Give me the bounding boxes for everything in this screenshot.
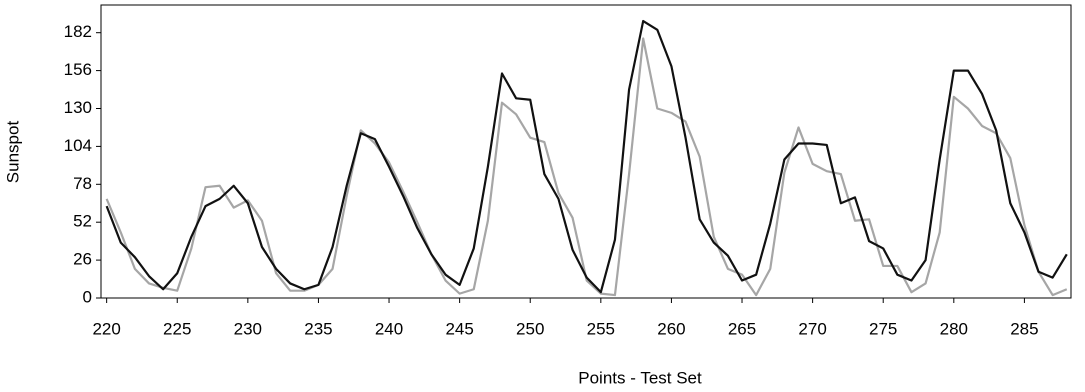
y-tick-label: 130: [64, 98, 92, 117]
y-tick-label: 52: [73, 212, 92, 231]
y-tick-label: 182: [64, 22, 92, 41]
x-tick-label: 230: [234, 319, 262, 338]
y-axis-label: Sunspot: [3, 121, 22, 184]
x-tick-label: 260: [657, 319, 685, 338]
x-tick-label: 235: [304, 319, 332, 338]
y-tick-label: 78: [73, 174, 92, 193]
y-tick-label: 104: [64, 136, 92, 155]
x-tick-label: 245: [445, 319, 473, 338]
y-tick-label: 156: [64, 60, 92, 79]
x-tick-label: 265: [728, 319, 756, 338]
x-tick-label: 275: [869, 319, 897, 338]
series-line: [105, 37, 1068, 297]
x-axis-label: Points - Test Set: [578, 368, 702, 387]
y-tick-label: 26: [73, 250, 92, 269]
x-tick-label: 280: [940, 319, 968, 338]
x-tick-label: 250: [516, 319, 544, 338]
x-tick-label: 285: [1010, 319, 1038, 338]
x-tick-label: 255: [587, 319, 615, 338]
y-tick-label: 0: [83, 287, 92, 306]
x-tick-label: 220: [92, 319, 120, 338]
x-tick-label: 240: [375, 319, 403, 338]
plot-frame: [100, 4, 1072, 299]
x-tick-label: 270: [798, 319, 826, 338]
series-line: [105, 19, 1068, 294]
x-tick-label: 225: [163, 319, 191, 338]
